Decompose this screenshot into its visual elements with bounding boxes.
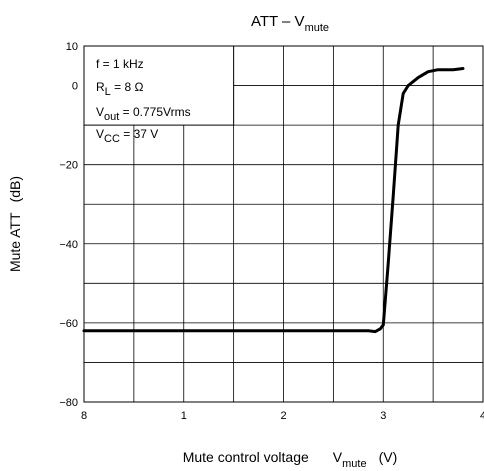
series-group — [82, 67, 465, 334]
annotation-line: VCC = 37 V — [96, 127, 158, 145]
x-tick-label: 4 — [480, 410, 484, 422]
plot-frame — [83, 45, 484, 403]
y-tick-label: −60 — [59, 318, 78, 330]
annotation-line: f = 1 kHz — [96, 57, 144, 71]
svg-text:Mute ATT(dB): Mute ATT(dB) — [7, 176, 23, 272]
svg-text:ATT – Vmute: ATT – Vmute — [251, 13, 329, 34]
x-tick-label: 2 — [280, 410, 286, 422]
annotation-box: f = 1 kHz RL = 8 Ω Vout = 0.775Vrms VCC = 3… — [83, 45, 235, 145]
x-tick-label: 8 — [81, 410, 87, 422]
y-tick-label: −20 — [59, 160, 78, 172]
y-tick-label: −80 — [59, 397, 78, 409]
x-tick-labels: 8 1 2 3 4 — [81, 410, 484, 422]
series-line — [82, 67, 465, 334]
chart-title: ATT – Vmute — [251, 13, 329, 34]
y-tick-label: −40 — [59, 239, 78, 251]
annotation-line: Vout = 0.775Vrms — [96, 105, 191, 123]
y-tick-labels: 10 0 −20 −40 −60 −80 — [59, 41, 78, 409]
x-tick-label: 1 — [181, 410, 187, 422]
x-axis-label: Mute control voltage Vmute (V) — [183, 449, 398, 470]
y-tick-label: 10 — [66, 41, 78, 53]
y-tick-label: 0 — [72, 81, 78, 93]
x-tick-label: 3 — [380, 410, 386, 422]
annotation-frame — [83, 45, 235, 126]
annotation-line: RL = 8 Ω — [96, 80, 143, 98]
y-axis-label: Mute ATT(dB) — [7, 176, 23, 272]
grid — [84, 46, 483, 402]
